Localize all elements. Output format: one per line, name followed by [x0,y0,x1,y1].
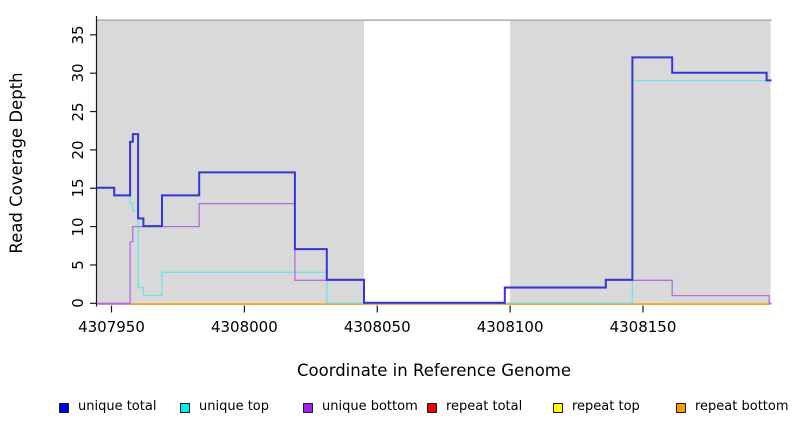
y-tick-label: 5 [69,260,87,270]
y-tick-label: 0 [69,298,87,309]
legend-swatch [427,403,437,413]
legend-swatch [553,403,563,413]
x-tick-label: 4308050 [343,318,411,336]
y-tick-label: 35 [69,25,87,45]
x-tick-label: 4308150 [609,318,677,336]
legend-label: repeat top [572,399,640,414]
legend-label: unique top [199,399,270,414]
x-tick-label: 4307950 [78,318,145,336]
y-tick-label: 30 [69,63,87,83]
x-axis-title: Coordinate in Reference Genome [296,361,572,380]
legend-label: repeat total [446,399,523,414]
y-tick-label: 15 [69,178,87,198]
legend-label: repeat bottom [695,399,789,414]
legend-swatch [303,403,313,413]
x-tick-label: 4308100 [476,318,544,336]
legend-swatch [180,403,190,413]
y-tick-label: 20 [69,140,87,160]
legend-swatch [59,403,69,413]
y-tick-label: 25 [69,102,87,122]
y-axis-title: Read Coverage Depth [6,72,26,254]
series-unique-total [96,56,772,304]
legend-label: unique bottom [322,399,418,414]
shaded-region-right [510,20,771,305]
legend-swatch [676,403,686,413]
y-tick-label: 10 [69,217,87,237]
shaded-region-left [96,20,364,305]
legend-label: unique total [78,399,157,414]
x-tick-label: 4308000 [210,318,278,336]
